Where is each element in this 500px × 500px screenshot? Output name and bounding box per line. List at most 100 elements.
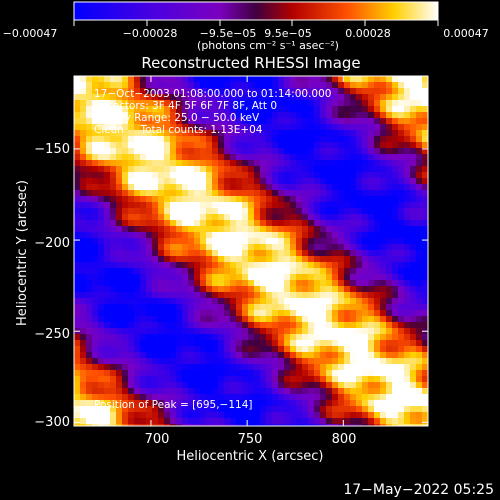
heatmap-cell: [308, 274, 315, 281]
heatmap-cell: [266, 106, 273, 113]
heatmap-cell: [302, 424, 309, 426]
heatmap-cell: [296, 178, 303, 185]
heatmap-cell: [290, 244, 297, 251]
heatmap-cell: [260, 340, 267, 347]
heatmap-cell: [152, 190, 159, 197]
heatmap-cell: [380, 190, 387, 197]
heatmap-cell: [392, 82, 399, 89]
heatmap-cell: [176, 94, 183, 101]
heatmap-cell: [314, 76, 321, 83]
heatmap-cell: [272, 292, 279, 299]
heatmap-cell: [392, 418, 399, 425]
heatmap-cell: [188, 232, 195, 239]
heatmap-cell: [188, 172, 195, 179]
heatmap-cell: [350, 154, 357, 161]
heatmap-cell: [332, 310, 339, 317]
heatmap-cell: [422, 298, 428, 305]
heatmap-cell: [338, 208, 345, 215]
heatmap-cell: [194, 322, 201, 329]
heatmap-cell: [158, 136, 165, 143]
heatmap-cell: [392, 286, 399, 293]
heatmap-cell: [236, 346, 243, 353]
heatmap-cell: [206, 130, 213, 137]
heatmap-cell: [380, 382, 387, 389]
heatmap-cell: [368, 298, 375, 305]
heatmap-cell: [314, 358, 321, 365]
heatmap-cell: [404, 262, 411, 269]
heatmap-cell: [176, 154, 183, 161]
heatmap-cell: [200, 112, 207, 119]
heatmap-cell: [272, 340, 279, 347]
heatmap-cell: [110, 112, 117, 119]
heatmap-cell: [200, 418, 207, 425]
heatmap-cell: [206, 112, 213, 119]
heatmap-cell: [380, 154, 387, 161]
heatmap-cell: [368, 76, 375, 83]
heatmap-cell: [182, 226, 189, 233]
heatmap-cell: [398, 244, 405, 251]
heatmap-cell: [338, 322, 345, 329]
heatmap-cell: [224, 130, 231, 137]
heatmap-cell: [326, 388, 333, 395]
heatmap-cell: [350, 388, 357, 395]
heatmap-cell: [80, 328, 87, 335]
heatmap-cell: [404, 316, 411, 323]
heatmap-cell: [140, 94, 147, 101]
heatmap-cell: [206, 406, 213, 413]
heatmap-cell: [332, 298, 339, 305]
heatmap-cell: [386, 88, 393, 95]
heatmap-cell: [212, 364, 219, 371]
heatmap-cell: [386, 268, 393, 275]
heatmap-cell: [200, 250, 207, 257]
heatmap-cell: [80, 76, 87, 83]
heatmap-cell: [392, 196, 399, 203]
heatmap-cell: [284, 190, 291, 197]
heatmap-cell: [356, 400, 363, 407]
heatmap-cell: [278, 262, 285, 269]
heatmap-cell: [164, 274, 171, 281]
heatmap-cell: [146, 172, 153, 179]
heatmap-cell: [368, 166, 375, 173]
heatmap-cell: [416, 274, 423, 281]
heatmap-cell: [170, 214, 177, 221]
heatmap-cell: [236, 280, 243, 287]
heatmap-cell: [164, 250, 171, 257]
heatmap-cell: [386, 154, 393, 161]
heatmap-cell: [422, 142, 428, 149]
heatmap-cell: [284, 88, 291, 95]
heatmap-cell: [344, 202, 351, 209]
heatmap-cell: [152, 334, 159, 341]
heatmap-cell: [338, 250, 345, 257]
heatmap-cell: [248, 106, 255, 113]
heatmap-cell: [380, 322, 387, 329]
heatmap-cell: [272, 220, 279, 227]
heatmap-cell: [398, 178, 405, 185]
heatmap-cell: [398, 214, 405, 221]
heatmap-cell: [248, 292, 255, 299]
y-tick-label: −300: [34, 415, 70, 430]
heatmap-cell: [350, 292, 357, 299]
heatmap-cell: [86, 412, 93, 419]
heatmap-cell: [386, 226, 393, 233]
heatmap-cell: [110, 394, 117, 401]
heatmap-cell: [386, 244, 393, 251]
heatmap-cell: [224, 340, 231, 347]
heatmap-cell: [284, 406, 291, 413]
heatmap-cell: [410, 418, 417, 425]
heatmap-cell: [278, 106, 285, 113]
heatmap-cell: [326, 226, 333, 233]
heatmap-cell: [152, 376, 159, 383]
heatmap-cell: [164, 310, 171, 317]
heatmap-cell: [224, 226, 231, 233]
heatmap-cell: [134, 334, 141, 341]
heatmap-cell: [380, 424, 387, 426]
heatmap-cell: [260, 232, 267, 239]
heatmap-cell: [338, 382, 345, 389]
heatmap-cell: [140, 388, 147, 395]
heatmap-cell: [278, 424, 285, 426]
heatmap-cell: [248, 382, 255, 389]
heatmap-cell: [320, 310, 327, 317]
heatmap-cell: [230, 328, 237, 335]
heatmap-cell: [272, 184, 279, 191]
heatmap-cell: [98, 280, 105, 287]
